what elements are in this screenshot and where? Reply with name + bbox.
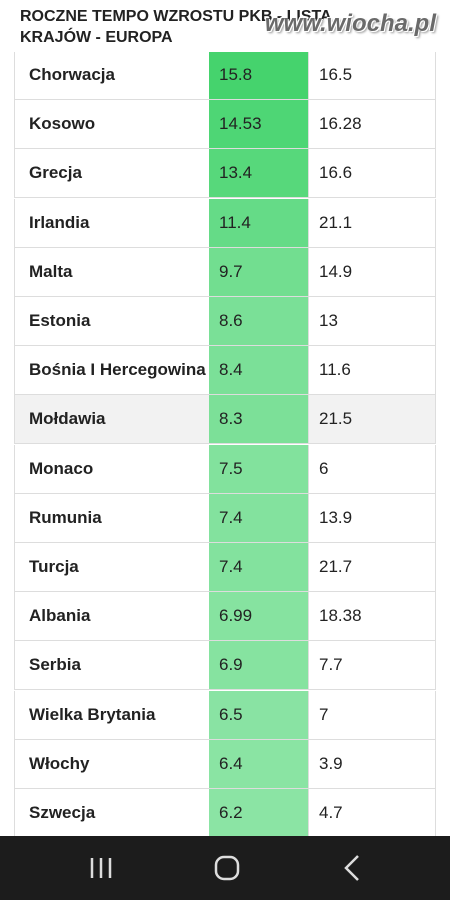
growth-cell: 14.53 bbox=[209, 100, 308, 149]
value-cell: 18.38 bbox=[308, 592, 436, 641]
header: ROCZNE TEMPO WZROSTU PKB - LISTA KRAJÓW … bbox=[0, 0, 450, 52]
growth-cell: 7.4 bbox=[209, 543, 308, 591]
table-row: Włochy 6.4 3.9 bbox=[14, 739, 436, 789]
recent-apps-button[interactable] bbox=[90, 858, 112, 878]
value-cell: 13 bbox=[308, 297, 436, 345]
value-cell: 21.1 bbox=[308, 198, 436, 247]
value-cell: 16.5 bbox=[308, 51, 436, 99]
value-cell: 4.7 bbox=[308, 789, 436, 836]
table-row: Szwecja 6.2 4.7 bbox=[14, 789, 436, 836]
nav-icons bbox=[90, 855, 359, 881]
growth-cell: 8.3 bbox=[209, 395, 308, 444]
growth-cell: 9.7 bbox=[209, 247, 308, 296]
value-cell: 16.6 bbox=[308, 149, 436, 198]
value-cell: 3.9 bbox=[308, 739, 436, 788]
value-cell: 21.5 bbox=[308, 395, 436, 444]
value-cell: 6 bbox=[308, 444, 436, 493]
value-cell: 13.9 bbox=[308, 493, 436, 542]
table-row: Rumunia 7.4 13.9 bbox=[14, 493, 436, 543]
table-row: Albania 6.99 18.38 bbox=[14, 592, 436, 642]
table-row: Estonia 8.6 13 bbox=[14, 297, 436, 346]
country-cell: Estonia bbox=[14, 297, 209, 345]
country-cell: Grecja bbox=[14, 149, 209, 198]
table-row: Grecja 13.4 16.6 bbox=[14, 149, 436, 199]
back-button[interactable] bbox=[344, 855, 359, 881]
value-cell: 11.6 bbox=[308, 346, 436, 395]
value-cell: 7 bbox=[308, 690, 436, 739]
growth-cell: 13.4 bbox=[209, 149, 308, 198]
country-cell: Malta bbox=[14, 247, 209, 296]
home-button[interactable] bbox=[214, 855, 240, 881]
watermark: www.wiocha.pl bbox=[264, 10, 436, 37]
growth-cell: 7.4 bbox=[209, 493, 308, 542]
country-cell: Mołdawia bbox=[14, 395, 209, 444]
table-row: Chorwacja 15.8 16.5 bbox=[14, 51, 436, 100]
growth-cell: 6.5 bbox=[209, 690, 308, 739]
table-row: Kosowo 14.53 16.28 bbox=[14, 100, 436, 150]
country-cell: Monaco bbox=[14, 444, 209, 493]
value-cell: 21.7 bbox=[308, 543, 436, 591]
country-cell: Irlandia bbox=[14, 198, 209, 247]
table-row: Serbia 6.9 7.7 bbox=[14, 641, 436, 691]
value-cell: 7.7 bbox=[308, 641, 436, 690]
growth-cell: 6.2 bbox=[209, 789, 308, 836]
country-cell: Szwecja bbox=[14, 789, 209, 836]
page-title: ROCZNE TEMPO WZROSTU PKB - LISTA KRAJÓW … bbox=[20, 8, 332, 46]
table-row: Irlandia 11.4 21.1 bbox=[14, 198, 436, 248]
table-row: Turcja 7.4 21.7 bbox=[14, 543, 436, 592]
country-cell: Albania bbox=[14, 592, 209, 641]
country-cell: Wielka Brytania bbox=[14, 690, 209, 739]
growth-cell: 8.4 bbox=[209, 346, 308, 395]
growth-cell: 7.5 bbox=[209, 444, 308, 493]
table-row: Mołdawia 8.3 21.5 bbox=[14, 395, 436, 445]
navigation-bar bbox=[0, 836, 450, 900]
growth-cell: 8.6 bbox=[209, 297, 308, 345]
value-cell: 16.28 bbox=[308, 100, 436, 149]
country-cell: Rumunia bbox=[14, 493, 209, 542]
country-cell: Kosowo bbox=[14, 100, 209, 149]
country-cell: Turcja bbox=[14, 543, 209, 591]
country-cell: Włochy bbox=[14, 739, 209, 788]
country-cell: Serbia bbox=[14, 641, 209, 690]
growth-cell: 15.8 bbox=[209, 51, 308, 99]
value-cell: 14.9 bbox=[308, 247, 436, 296]
growth-cell: 11.4 bbox=[209, 198, 308, 247]
country-cell: Chorwacja bbox=[14, 51, 209, 99]
table-row: Malta 9.7 14.9 bbox=[14, 247, 436, 297]
growth-cell: 6.4 bbox=[209, 739, 308, 788]
table-row: Bośnia I Hercegowina 8.4 11.6 bbox=[14, 346, 436, 396]
country-cell: Bośnia I Hercegowina bbox=[14, 346, 209, 395]
table-row: Wielka Brytania 6.5 7 bbox=[14, 690, 436, 740]
table-row: Monaco 7.5 6 bbox=[14, 444, 436, 494]
growth-cell: 6.9 bbox=[209, 641, 308, 690]
growth-cell: 6.99 bbox=[209, 592, 308, 641]
table: Chorwacja 15.8 16.5 Kosowo 14.53 16.28 Grecja 1… bbox=[14, 51, 436, 836]
